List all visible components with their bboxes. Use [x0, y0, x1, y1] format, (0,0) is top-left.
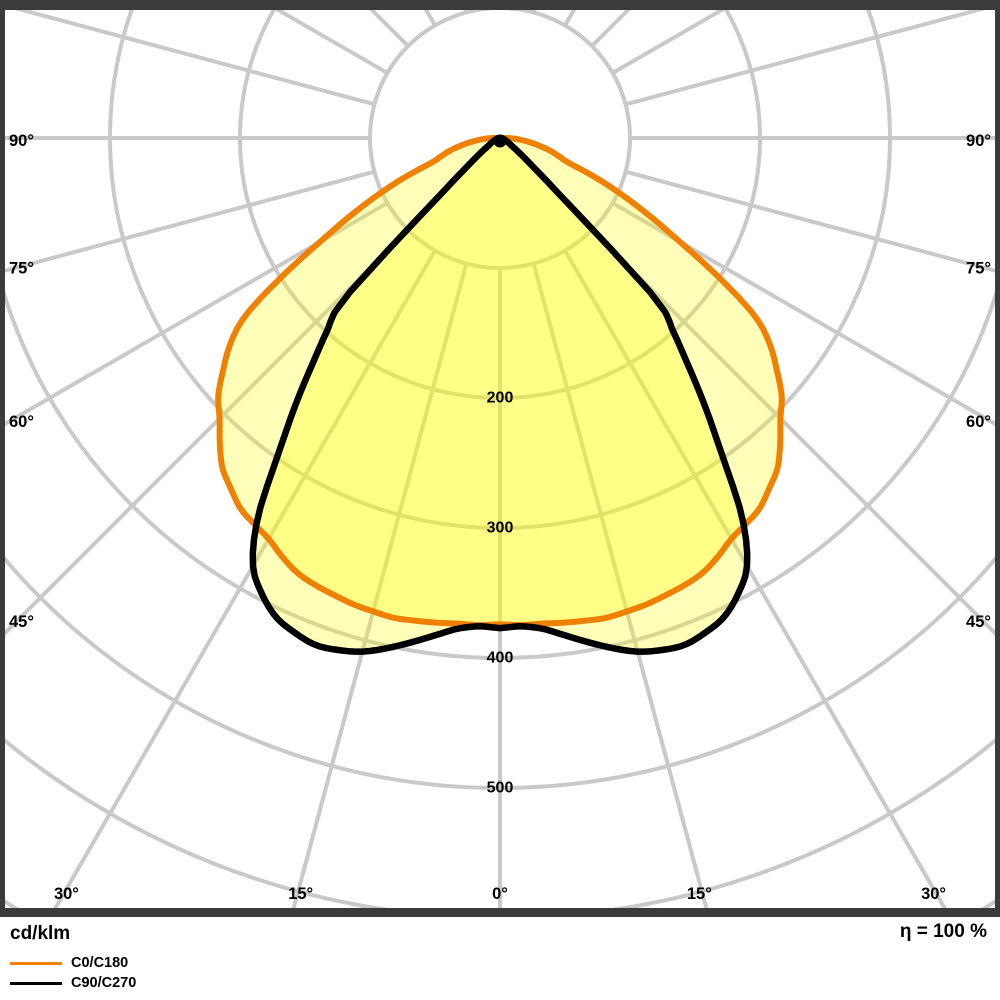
- legend-label: C0/C180: [71, 955, 129, 971]
- plot-frame: [995, 0, 1000, 917]
- angle-label-left: 75°: [9, 260, 34, 278]
- grid-ray: [531, 263, 709, 908]
- curve-c90-c270: [249, 134, 751, 655]
- angle-label-bottom: 0°: [492, 885, 508, 903]
- efficiency-label: η = 100 %: [899, 921, 987, 942]
- grid-ray: [5, 169, 375, 273]
- angle-label-left: 60°: [9, 413, 34, 431]
- plot-frame: [0, 908, 1000, 917]
- grid-ray: [563, 249, 947, 908]
- grid-ray: [611, 201, 995, 427]
- angle-label-bottom: 30°: [54, 885, 79, 903]
- legend-item-c90-c270: C90/C270: [10, 975, 136, 992]
- grid-ray: [274, 10, 389, 75]
- angle-label-left: 90°: [9, 132, 34, 150]
- grid-ray: [14, 10, 375, 107]
- angle-label-right: 60°: [966, 413, 991, 431]
- grid-ray: [611, 10, 726, 75]
- grid-ray: [53, 249, 437, 908]
- radius-tick-label: 300: [487, 520, 514, 537]
- angle-label-bottom: 15°: [288, 885, 313, 903]
- radius-tick-label: 400: [487, 650, 514, 667]
- legend-item-c0-c180: C0/C180: [10, 955, 128, 972]
- c90-c270-line-swatch: [10, 982, 62, 985]
- plot-frame: [0, 0, 5, 917]
- radius-tick-label: 500: [487, 780, 514, 797]
- curve-apex-dot: [493, 134, 507, 148]
- radius-tick-label: 200: [487, 390, 514, 407]
- grid-ray: [590, 228, 995, 636]
- angle-label-right: 45°: [966, 613, 991, 631]
- grid-ray: [5, 228, 410, 636]
- unit-label: cd/klm: [10, 923, 71, 944]
- c0-c180-line-swatch: [10, 962, 62, 965]
- angle-label-right: 75°: [966, 260, 991, 278]
- angle-label-bottom: 15°: [687, 885, 712, 903]
- fill-c0-c180: [218, 138, 782, 625]
- grid-ray: [625, 10, 986, 107]
- grid-ray: [625, 169, 995, 273]
- grid-ray: [5, 201, 389, 427]
- plot-frame: [0, 0, 1000, 10]
- curve-c0-c180: [215, 135, 785, 628]
- grid-ray: [291, 263, 469, 908]
- legend-label: C90/C270: [71, 975, 137, 991]
- angle-label-right: 90°: [966, 132, 991, 150]
- angle-label-bottom: 30°: [921, 885, 946, 903]
- angle-label-left: 45°: [9, 613, 34, 631]
